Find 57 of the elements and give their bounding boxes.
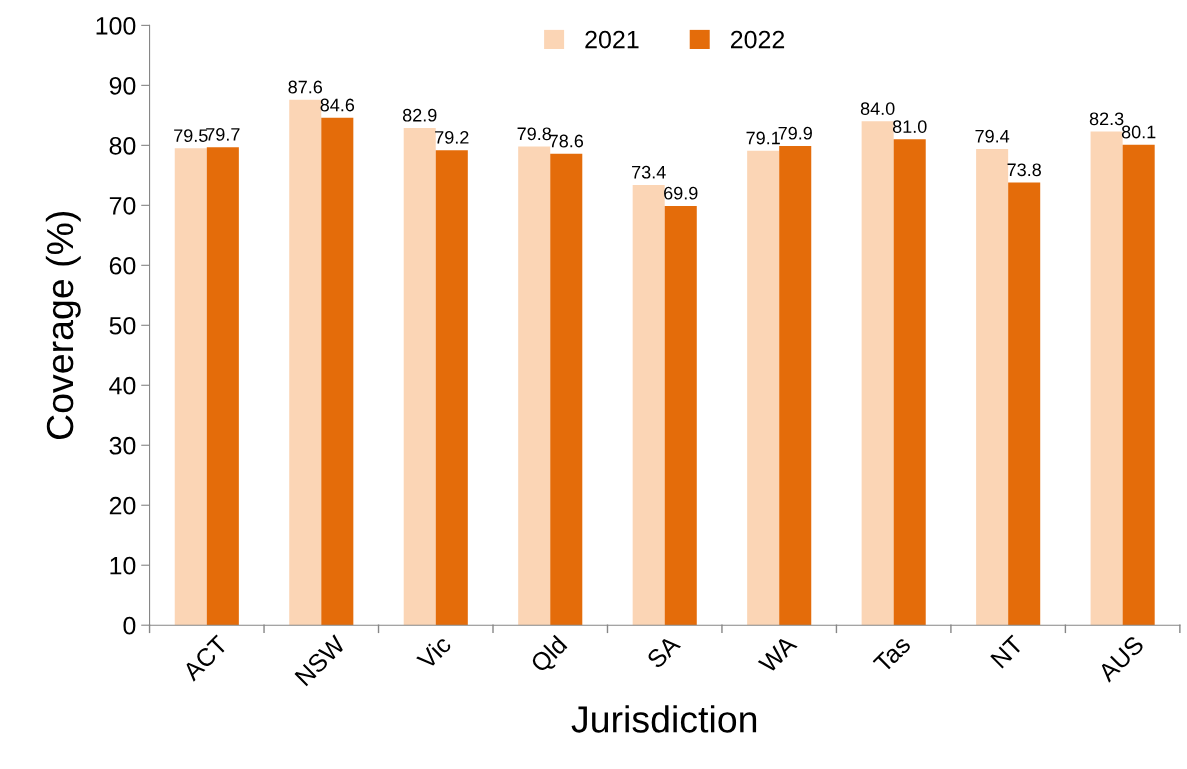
x-tick-label: SA xyxy=(645,634,682,670)
y-tick-label: 40 xyxy=(109,376,136,395)
y-tick-label: 30 xyxy=(109,436,136,455)
data-label: 79.7 xyxy=(206,128,240,141)
bar xyxy=(550,153,583,626)
y-tick-label: 20 xyxy=(109,496,136,515)
bar xyxy=(779,145,812,626)
bar xyxy=(403,127,436,626)
bar xyxy=(664,205,697,626)
bar xyxy=(518,146,551,626)
data-label: 78.6 xyxy=(549,134,584,148)
y-tick-label: 70 xyxy=(109,196,136,215)
legend-label: 2021 xyxy=(585,30,639,49)
y-tick-label: 100 xyxy=(96,16,136,35)
y-tick-label: 0 xyxy=(123,616,136,635)
data-label: 79.4 xyxy=(975,129,1010,143)
bar xyxy=(1090,131,1123,626)
y-tick-label: 50 xyxy=(109,316,136,335)
bar xyxy=(976,148,1009,626)
x-tick-label: Qld xyxy=(529,634,571,677)
x-tick-label: WA xyxy=(757,634,798,675)
bar xyxy=(289,99,322,626)
y-axis-title: Coverage (%) xyxy=(45,211,81,440)
data-label: 84.0 xyxy=(860,102,895,115)
bar xyxy=(1122,144,1155,626)
data-label: 82.3 xyxy=(1089,112,1124,126)
data-label: 79.9 xyxy=(778,126,812,140)
data-label: 84.6 xyxy=(320,98,355,112)
bar xyxy=(321,117,354,626)
data-label: 79.8 xyxy=(517,127,551,141)
data-label: 87.6 xyxy=(288,80,323,94)
data-label: 73.4 xyxy=(632,165,666,179)
bar xyxy=(174,148,207,626)
legend-label: 2022 xyxy=(730,30,785,49)
y-tick-label: 90 xyxy=(109,76,136,95)
y-tick-label: 10 xyxy=(110,556,136,575)
bar xyxy=(1008,182,1041,626)
data-label: 80.1 xyxy=(1121,125,1156,139)
bar xyxy=(632,184,665,626)
bar xyxy=(861,121,894,626)
data-label: 79.5 xyxy=(174,129,208,142)
x-axis-title: Jurisdiction xyxy=(571,705,757,733)
x-tick-label: Vic xyxy=(415,634,453,671)
data-label: 81.0 xyxy=(892,120,927,133)
bar xyxy=(206,147,239,626)
data-label: 69.9 xyxy=(664,186,698,200)
data-label: 79.1 xyxy=(746,131,780,145)
x-tick-label: Tas xyxy=(872,634,912,674)
bar xyxy=(435,150,468,626)
bar xyxy=(747,150,780,626)
y-tick-label: 60 xyxy=(109,256,136,275)
data-label: 82.9 xyxy=(402,108,437,122)
x-tick-label: NT xyxy=(990,634,1025,669)
data-label: 73.8 xyxy=(1007,163,1041,177)
y-tick-label: 80 xyxy=(109,136,136,155)
data-label: 79.2 xyxy=(435,131,469,144)
bar xyxy=(893,139,926,626)
